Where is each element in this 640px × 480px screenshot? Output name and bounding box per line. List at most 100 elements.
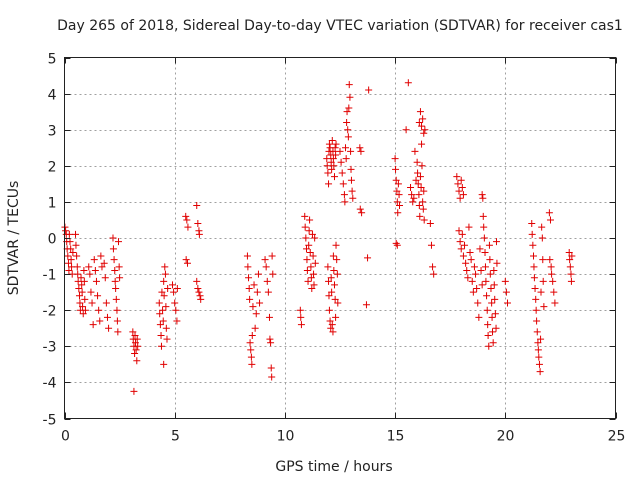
- data-point: [161, 270, 169, 278]
- data-point: [395, 191, 403, 199]
- data-point: [90, 256, 98, 264]
- data-point: [301, 212, 309, 220]
- data-point: [333, 270, 341, 278]
- data-point: [491, 295, 499, 303]
- data-point: [528, 220, 536, 228]
- data-point: [195, 288, 203, 296]
- data-point: [310, 270, 318, 278]
- data-point: [537, 335, 545, 343]
- data-point: [531, 285, 539, 293]
- data-point: [244, 263, 252, 271]
- data-point: [79, 310, 87, 318]
- data-point: [538, 223, 546, 231]
- data-point: [407, 183, 415, 191]
- data-point: [311, 234, 319, 242]
- data-point: [163, 335, 171, 343]
- data-point: [533, 317, 541, 325]
- x-tick-label: 5: [171, 429, 180, 445]
- data-point: [551, 299, 559, 307]
- data-point: [325, 180, 333, 188]
- data-point: [69, 248, 77, 256]
- data-point: [64, 252, 72, 260]
- data-point: [262, 263, 270, 271]
- data-point: [265, 313, 273, 321]
- data-point: [196, 292, 204, 300]
- data-point: [490, 266, 498, 274]
- data-point: [156, 310, 164, 318]
- data-point: [550, 288, 558, 296]
- data-point: [325, 277, 333, 285]
- y-tick-label: 0: [48, 232, 57, 248]
- data-point: [161, 263, 169, 271]
- data-point: [91, 266, 99, 274]
- data-point: [530, 274, 538, 282]
- data-point: [487, 285, 495, 293]
- data-point: [330, 281, 338, 289]
- data-point: [305, 241, 313, 249]
- data-point: [269, 270, 277, 278]
- data-point: [308, 230, 316, 238]
- data-point: [103, 313, 111, 321]
- data-point: [160, 292, 168, 300]
- data-point: [193, 202, 201, 210]
- data-point: [197, 295, 205, 303]
- data-point: [248, 360, 256, 368]
- data-point: [392, 165, 400, 173]
- data-point: [109, 234, 117, 242]
- data-point: [172, 306, 180, 314]
- data-point: [327, 324, 335, 332]
- data-point: [173, 317, 181, 325]
- y-tick-label: 5: [48, 52, 57, 68]
- data-point: [130, 387, 138, 395]
- data-point: [323, 162, 331, 170]
- data-point: [343, 108, 351, 116]
- data-point: [468, 277, 476, 285]
- data-point: [303, 256, 311, 264]
- y-tick-label: -1: [43, 268, 57, 284]
- data-point: [464, 274, 472, 282]
- data-point: [159, 317, 167, 325]
- data-point: [489, 328, 497, 336]
- data-point: [416, 173, 424, 181]
- data-point: [307, 274, 315, 282]
- data-point: [530, 252, 538, 260]
- data-point: [66, 238, 74, 246]
- data-point: [419, 198, 427, 206]
- data-point: [310, 281, 318, 289]
- data-point: [329, 147, 337, 155]
- data-point: [418, 162, 426, 170]
- data-point: [131, 331, 139, 339]
- data-point: [168, 281, 176, 289]
- data-point: [247, 346, 255, 354]
- data-point: [402, 126, 410, 134]
- data-point: [332, 241, 340, 249]
- data-point: [419, 205, 427, 213]
- data-point: [173, 285, 181, 293]
- data-point: [539, 277, 547, 285]
- data-point: [65, 230, 73, 238]
- y-tick-label: 2: [48, 160, 57, 176]
- data-point: [155, 299, 163, 307]
- data-point: [347, 147, 355, 155]
- data-point: [246, 295, 254, 303]
- data-point: [356, 144, 364, 152]
- data-point: [419, 115, 427, 123]
- data-point: [78, 288, 86, 296]
- data-point: [267, 339, 275, 347]
- axis-ticks: [64, 57, 617, 420]
- data-point: [415, 191, 423, 199]
- data-point: [392, 176, 400, 184]
- data-point: [458, 230, 466, 238]
- data-point: [478, 191, 486, 199]
- data-point: [182, 256, 190, 264]
- data-point: [86, 270, 94, 278]
- data-point: [453, 173, 461, 181]
- data-point: [133, 335, 141, 343]
- data-point: [332, 140, 340, 148]
- data-point: [305, 227, 313, 235]
- data-point: [344, 126, 352, 134]
- data-point: [457, 245, 465, 253]
- data-point: [412, 176, 420, 184]
- x-tick-label: 15: [387, 429, 405, 445]
